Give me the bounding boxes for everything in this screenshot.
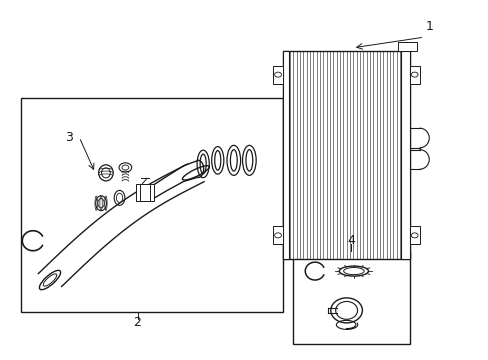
Bar — [272, 226, 283, 244]
Bar — [140, 184, 149, 202]
Text: 4: 4 — [347, 234, 355, 247]
Text: 2: 2 — [133, 316, 141, 329]
Bar — [21, 98, 283, 312]
Bar — [397, 42, 416, 51]
Bar — [272, 66, 283, 84]
Bar — [409, 226, 419, 244]
Bar — [283, 51, 288, 258]
Bar — [409, 66, 419, 84]
Text: 3: 3 — [65, 131, 73, 144]
Bar — [292, 251, 409, 344]
Bar — [400, 51, 409, 258]
Text: 1: 1 — [425, 20, 432, 33]
Bar — [136, 184, 153, 202]
Bar — [283, 51, 409, 258]
